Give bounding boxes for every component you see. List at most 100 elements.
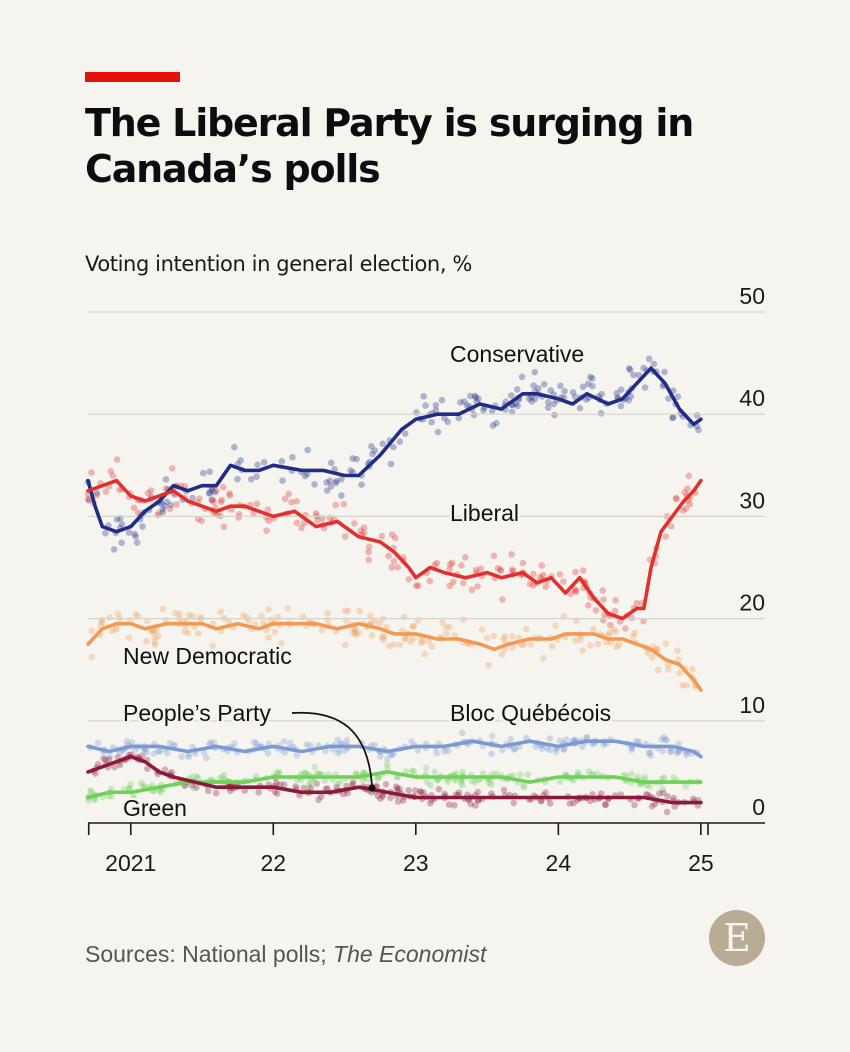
poll-point-conservative <box>301 472 309 480</box>
poll-point-new-democratic <box>425 638 432 645</box>
poll-point-green <box>359 776 367 784</box>
poll-point-new-democratic <box>258 612 265 620</box>
poll-point-conservative <box>540 381 548 388</box>
poll-point-conservative <box>131 530 138 538</box>
poll-point-liberal <box>579 567 587 574</box>
poll-point-conservative <box>513 386 521 393</box>
poll-point-new-democratic <box>271 628 279 636</box>
poll-point-conservative <box>525 395 533 402</box>
poll-point-conservative <box>650 360 658 368</box>
poll-point-new-democratic <box>144 618 151 625</box>
poll-point-conservative <box>613 389 621 397</box>
poll-point-people-s-party <box>602 801 609 809</box>
poll-point-bloc-qu-b-cois <box>286 739 294 747</box>
poll-point-liberal <box>360 529 368 537</box>
poll-point-conservative <box>253 473 260 480</box>
poll-point-conservative <box>488 407 496 415</box>
poll-point-new-democratic <box>367 612 374 620</box>
poll-point-people-s-party <box>420 789 427 796</box>
poll-point-liberal <box>219 483 227 491</box>
poll-point-new-democratic <box>376 620 383 627</box>
poll-point-conservative <box>438 396 446 404</box>
poll-point-bloc-qu-b-cois <box>343 737 351 744</box>
poll-point-new-democratic <box>665 666 672 673</box>
poll-point-new-democratic <box>501 633 509 640</box>
poll-point-people-s-party <box>435 785 443 793</box>
poll-point-green <box>194 774 202 782</box>
poll-point-conservative <box>625 365 633 372</box>
poll-point-conservative <box>326 477 334 485</box>
poll-point-people-s-party <box>656 790 663 797</box>
poll-point-conservative <box>455 414 463 422</box>
poll-point-bloc-qu-b-cois <box>307 742 314 749</box>
poll-point-conservative <box>278 458 286 465</box>
poll-point-conservative <box>401 430 409 437</box>
series-label-new-democratic: New Democratic <box>123 643 292 669</box>
poll-point-new-democratic <box>349 629 357 636</box>
poll-point-green <box>216 774 224 782</box>
poll-point-conservative <box>518 373 526 381</box>
poll-point-liberal <box>196 495 203 502</box>
poll-point-bloc-qu-b-cois <box>200 749 208 757</box>
poll-point-conservative <box>661 368 668 376</box>
poll-point-liberal <box>414 582 422 589</box>
poll-point-liberal <box>341 533 349 540</box>
poll-point-new-democratic <box>459 616 467 623</box>
series-label-green: Green <box>123 795 187 821</box>
poll-point-bloc-qu-b-cois <box>280 738 288 745</box>
poll-point-new-democratic <box>342 641 349 649</box>
poll-point-people-s-party <box>307 784 315 792</box>
poll-point-new-democratic <box>113 626 120 633</box>
poll-point-bloc-qu-b-cois <box>94 739 102 747</box>
poll-point-bloc-qu-b-cois <box>663 736 670 744</box>
poll-point-bloc-qu-b-cois <box>123 738 131 745</box>
poll-chart: 2021 22 23 24 25 0 10 20 30 40 50 Conservative Lib… <box>84 283 765 876</box>
poll-point-liberal <box>662 533 670 540</box>
poll-point-bloc-qu-b-cois <box>440 748 448 755</box>
economist-logo: E <box>709 910 765 966</box>
poll-point-conservative <box>432 407 440 414</box>
poll-point-people-s-party <box>226 787 234 795</box>
poll-point-conservative <box>379 440 387 448</box>
poll-point-green <box>427 781 434 789</box>
poll-point-green <box>108 793 115 800</box>
poll-point-green <box>275 770 283 777</box>
poll-point-conservative <box>508 392 515 399</box>
poll-point-liberal <box>672 495 680 503</box>
poll-point-bloc-qu-b-cois <box>552 748 560 755</box>
poll-point-conservative <box>645 355 653 363</box>
poll-point-liberal <box>681 488 688 496</box>
x-axis: 2021 22 23 24 25 <box>87 823 714 876</box>
poll-point-liberal <box>253 500 261 508</box>
poll-point-new-democratic <box>613 643 620 651</box>
poll-point-conservative <box>110 546 118 553</box>
poll-point-green <box>520 782 527 789</box>
poll-point-green <box>659 785 666 793</box>
poll-point-bloc-qu-b-cois <box>635 738 642 745</box>
poll-point-liberal <box>220 523 228 531</box>
poll-point-green <box>219 774 226 781</box>
poll-point-liberal <box>446 582 454 590</box>
poll-point-people-s-party <box>273 790 281 797</box>
poll-point-green <box>301 769 309 777</box>
poll-point-conservative <box>669 414 676 422</box>
poll-point-bloc-qu-b-cois <box>538 745 546 752</box>
poll-point-conservative <box>208 496 215 504</box>
poll-point-new-democratic <box>151 641 159 648</box>
poll-point-bloc-qu-b-cois <box>207 739 214 746</box>
poll-point-new-democratic <box>259 619 267 627</box>
poll-point-liberal <box>351 520 358 527</box>
poll-point-liberal <box>293 519 301 527</box>
y-tick-label-10: 10 <box>739 692 765 718</box>
poll-point-new-democratic <box>500 635 507 643</box>
poll-point-conservative <box>561 387 568 395</box>
poll-point-bloc-qu-b-cois <box>683 751 690 759</box>
poll-point-bloc-qu-b-cois <box>281 749 289 756</box>
poll-point-new-democratic <box>419 637 426 645</box>
poll-point-green <box>374 775 382 783</box>
poll-point-conservative <box>493 419 500 427</box>
poll-point-people-s-party <box>393 785 401 792</box>
poll-point-people-s-party <box>255 789 262 796</box>
poll-point-liberal <box>431 561 439 569</box>
poll-point-conservative <box>125 529 133 536</box>
